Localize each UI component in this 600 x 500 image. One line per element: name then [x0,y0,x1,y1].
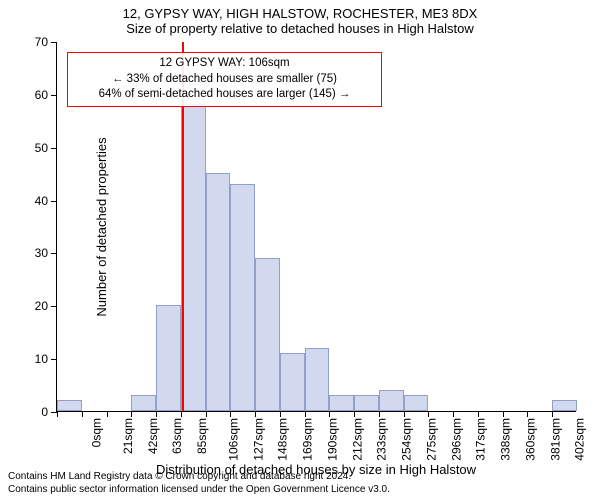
y-tick-label: 70 [35,35,48,49]
histogram-bar [379,390,404,411]
x-tick-label: 63sqm [170,418,184,454]
histogram-bar [230,184,255,411]
x-tick-label: 169sqm [301,418,315,461]
x-tick-mark [280,411,281,417]
histogram-bar [156,305,181,411]
x-tick-mark [255,411,256,417]
histogram-bar [329,395,354,411]
x-tick-label: 85sqm [195,418,209,454]
x-tick-label: 0sqm [89,418,103,447]
chart-container: Number of detached properties 12 GYPSY W… [56,42,576,412]
x-tick-mark [478,411,479,417]
histogram-bar [404,395,429,411]
footer-line-2: Contains public sector information licen… [8,484,390,497]
x-tick-mark [181,411,182,417]
y-tick-mark [51,201,57,202]
annotation-box: 12 GYPSY WAY: 106sqm← 33% of detached ho… [67,52,382,107]
x-tick-mark [503,411,504,417]
x-tick-label: 254sqm [400,418,414,461]
chart-title-sub: Size of property relative to detached ho… [0,21,600,36]
x-tick-mark [404,411,405,417]
x-tick-label: 338sqm [499,418,513,461]
histogram-bar [57,400,82,411]
y-tick-label: 0 [41,405,48,419]
y-tick-label: 50 [35,141,48,155]
histogram-bar [131,395,156,411]
x-tick-mark [57,411,58,417]
x-tick-label: 402sqm [573,418,587,461]
x-tick-label: 381sqm [548,418,562,461]
histogram-bar [354,395,379,411]
x-tick-mark [329,411,330,417]
x-tick-label: 360sqm [524,418,538,461]
histogram-bar [181,104,206,411]
x-tick-label: 106sqm [227,418,241,461]
x-tick-label: 21sqm [121,418,135,454]
y-tick-label: 60 [35,88,48,102]
x-tick-mark [354,411,355,417]
x-tick-label: 233sqm [375,418,389,461]
x-tick-label: 190sqm [326,418,340,461]
x-tick-mark [206,411,207,417]
x-tick-mark [230,411,231,417]
chart-title-main: 12, GYPSY WAY, HIGH HALSTOW, ROCHESTER, … [0,6,600,21]
y-tick-mark [51,95,57,96]
histogram-bar [305,348,330,411]
y-tick-label: 20 [35,299,48,313]
annotation-line: ← 33% of detached houses are smaller (75… [74,72,375,88]
y-tick-mark [51,148,57,149]
annotation-line: 12 GYPSY WAY: 106sqm [74,56,375,72]
x-tick-label: 127sqm [251,418,265,461]
histogram-bar [206,173,231,411]
x-tick-mark [156,411,157,417]
y-tick-mark [51,253,57,254]
x-tick-mark [305,411,306,417]
x-tick-label: 42sqm [146,418,160,454]
x-tick-label: 148sqm [276,418,290,461]
y-tick-mark [51,306,57,307]
histogram-bar [255,258,280,411]
histogram-bar [280,353,305,411]
y-tick-mark [51,42,57,43]
x-tick-mark [131,411,132,417]
footer-line-1: Contains HM Land Registry data © Crown c… [8,471,390,484]
y-tick-mark [51,359,57,360]
y-tick-label: 40 [35,194,48,208]
x-tick-label: 212sqm [350,418,364,461]
histogram-bar [552,400,577,411]
footer-attribution: Contains HM Land Registry data © Crown c… [8,471,390,496]
x-tick-label: 296sqm [449,418,463,461]
y-tick-label: 30 [35,246,48,260]
plot-area: 12 GYPSY WAY: 106sqm← 33% of detached ho… [56,42,576,412]
x-tick-mark [428,411,429,417]
x-tick-label: 275sqm [425,418,439,461]
annotation-line: 64% of semi-detached houses are larger (… [74,87,375,103]
x-tick-mark [527,411,528,417]
x-tick-mark [82,411,83,417]
x-tick-label: 317sqm [474,418,488,461]
x-tick-mark [453,411,454,417]
x-tick-mark [552,411,553,417]
x-tick-mark [379,411,380,417]
y-tick-label: 10 [35,352,48,366]
x-tick-mark [107,411,108,417]
